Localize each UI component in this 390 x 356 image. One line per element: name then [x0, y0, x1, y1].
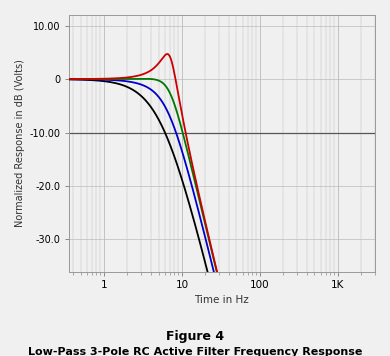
- Y-axis label: Normalized Response in dB (Volts): Normalized Response in dB (Volts): [15, 59, 25, 227]
- Text: Low-Pass 3-Pole RC Active Filter Frequency Response: Low-Pass 3-Pole RC Active Filter Frequen…: [28, 347, 362, 356]
- Text: Figure 4: Figure 4: [166, 330, 224, 343]
- X-axis label: Time in Hz: Time in Hz: [194, 295, 249, 305]
